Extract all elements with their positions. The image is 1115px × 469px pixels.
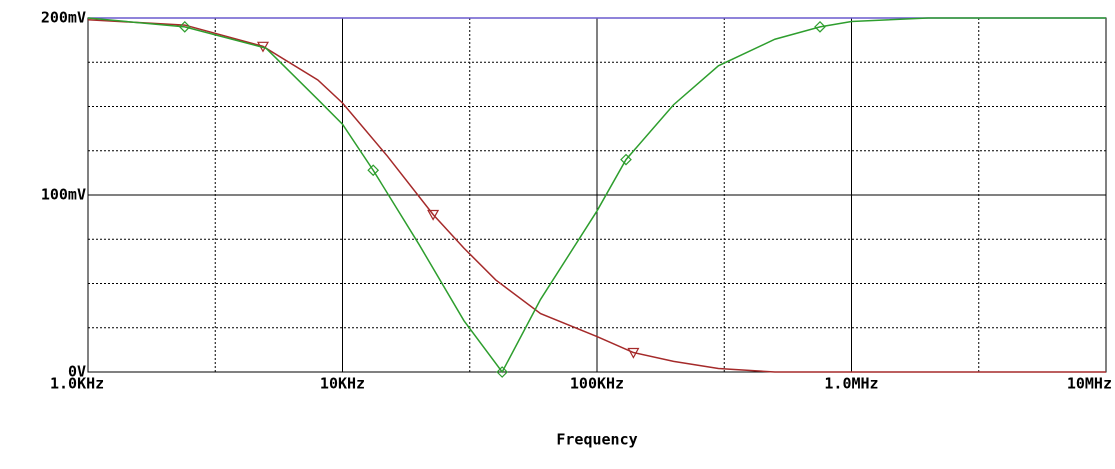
marker	[178, 21, 191, 33]
y-tick-label: 200mV	[41, 9, 86, 27]
series-line	[87, 19, 1106, 373]
marker	[627, 347, 640, 359]
y-tick-label: 100mV	[41, 186, 86, 204]
x-tick-label: 1.0KHz	[50, 375, 104, 393]
y-tick-label: 0V	[68, 363, 86, 381]
x-tick-label: 100KHz	[570, 375, 624, 393]
x-tick-label: 1.0MHz	[824, 375, 878, 393]
marker	[814, 21, 826, 33]
series-line	[87, 17, 1106, 374]
x-tick-label: 10MHz	[1067, 375, 1112, 393]
x-tick-label: 10KHz	[320, 375, 365, 393]
marker	[496, 366, 509, 378]
marker	[367, 164, 380, 177]
marker	[427, 209, 440, 221]
marker	[620, 153, 632, 166]
x-axis-label: Frequency	[556, 431, 637, 449]
